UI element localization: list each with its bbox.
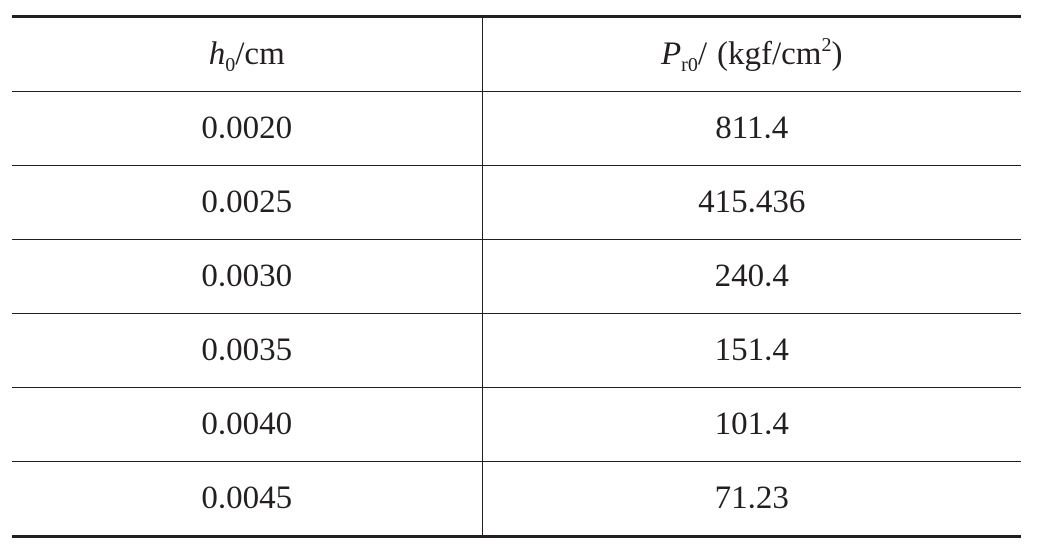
table-row: 0.0025 415.436 [12, 165, 1021, 240]
cell-pr0: 240.4 [714, 258, 789, 294]
h-subscript: 0 [225, 54, 236, 76]
cell-h0: 0.0020 [12, 91, 483, 166]
table-row: 0.0040 101.4 [12, 387, 1021, 462]
table-header: h0/cm Pr0/(kgf/cm2) [12, 16, 1021, 92]
p-unit-close: ) [831, 36, 843, 72]
cell-pr0: 71.23 [714, 480, 789, 516]
cell-h0: 0.0030 [12, 239, 483, 314]
p-unit-superscript: 2 [821, 34, 832, 56]
p-slash: / [697, 36, 708, 72]
cell-pr0: 101.4 [714, 406, 789, 442]
h-symbol: h [208, 36, 226, 72]
table-row: 0.0035 151.4 [12, 313, 1021, 388]
p-symbol: P [661, 36, 682, 72]
cell-h0: 0.0035 [12, 313, 483, 388]
table-row: 0.0020 811.4 [12, 91, 1021, 166]
header-h0: h0/cm [12, 16, 483, 92]
cell-pr0: 415.436 [698, 184, 806, 220]
table-row: 0.0030 240.4 [12, 239, 1021, 314]
cell-h0: 0.0040 [12, 387, 483, 462]
h-unit: /cm [235, 36, 285, 72]
cell-pr0: 811.4 [715, 110, 789, 146]
p-subscript: r0 [681, 54, 698, 76]
table-row: 0.0045 71.23 [12, 461, 1021, 537]
cell-h0: 0.0045 [12, 461, 483, 537]
cell-pr0: 151.4 [714, 332, 789, 368]
table-body: 0.0020 811.4 0.0025 415.436 0.0030 240.4… [12, 91, 1021, 537]
cell-h0: 0.0025 [12, 165, 483, 240]
header-row: h0/cm Pr0/(kgf/cm2) [12, 16, 1021, 92]
data-table: h0/cm Pr0/(kgf/cm2) 0.0020 811.4 0.0025 … [12, 15, 1021, 538]
header-pr0: Pr0/(kgf/cm2) [482, 17, 1021, 92]
p-unit-open: (kgf/cm [717, 36, 822, 72]
